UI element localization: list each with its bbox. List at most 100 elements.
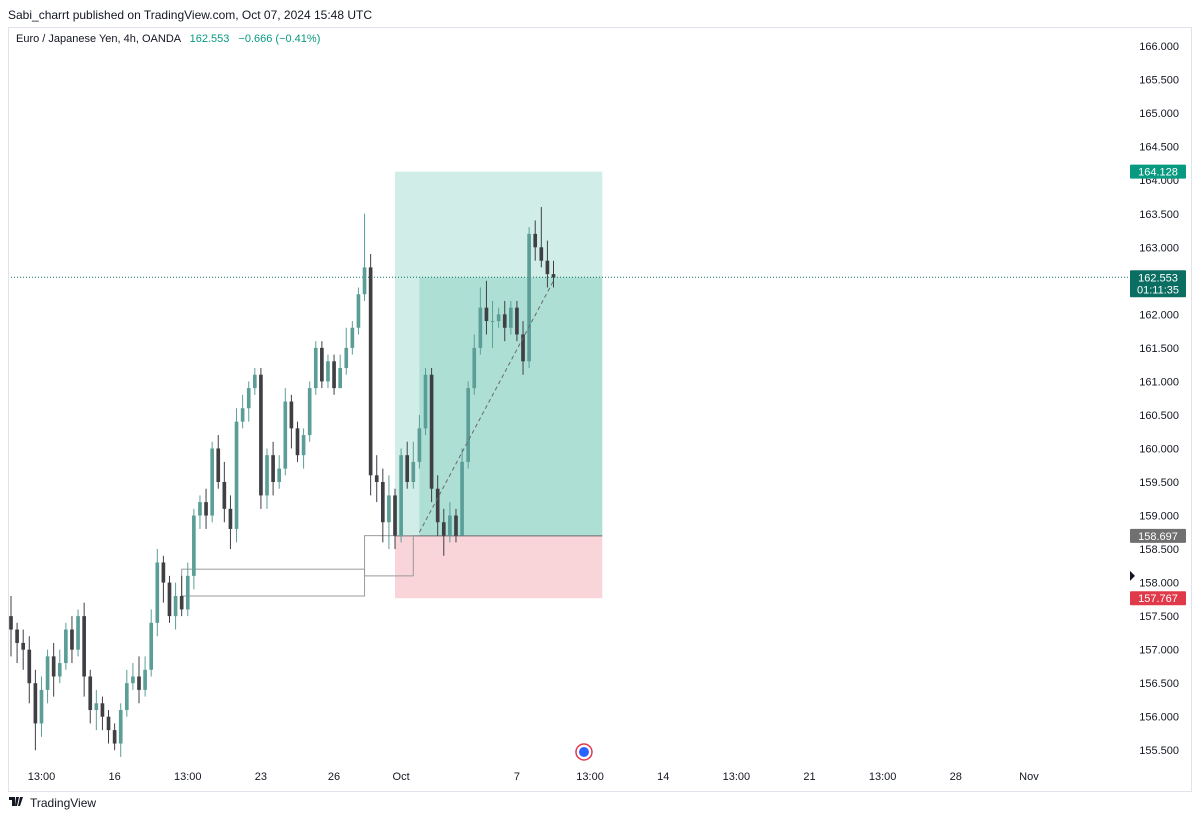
y-tick-label: 157.000 xyxy=(1139,645,1179,657)
symbol-title[interactable]: Euro / Japanese Yen, 4h, OANDA xyxy=(16,33,181,45)
y-tick-label: 162.000 xyxy=(1139,309,1179,321)
candle-body xyxy=(399,455,403,536)
candle-body xyxy=(551,274,556,278)
candle-body xyxy=(472,347,477,389)
y-tick-label: 159.000 xyxy=(1139,511,1179,523)
candle-body xyxy=(198,502,202,516)
candle-body xyxy=(338,367,342,389)
candle-body xyxy=(131,676,135,684)
x-tick-label: 13:00 xyxy=(28,771,56,783)
x-tick-label: 7 xyxy=(514,771,520,783)
candle-body xyxy=(496,314,501,322)
stop-zone xyxy=(395,535,603,599)
candle-body xyxy=(94,703,99,711)
candle-body xyxy=(307,388,312,436)
candle-body xyxy=(15,629,19,643)
x-tick-label: 23 xyxy=(255,771,267,783)
candle-body xyxy=(545,260,550,275)
candle-body xyxy=(167,582,172,617)
target-price-label-bg xyxy=(1130,164,1186,179)
candle-body xyxy=(295,428,300,456)
x-tick-label: 26 xyxy=(328,771,340,783)
scroll-marker-icon xyxy=(1130,570,1135,581)
y-tick-label: 156.000 xyxy=(1139,712,1179,724)
candle-body xyxy=(271,455,275,483)
y-tick-label: 158.000 xyxy=(1139,578,1179,590)
candle-body xyxy=(9,616,13,630)
candle-body xyxy=(57,663,62,677)
y-tick-label: 156.500 xyxy=(1139,678,1179,690)
stop-price-label: 157.767 xyxy=(1138,593,1178,605)
candle-body xyxy=(45,656,50,690)
candle-body xyxy=(374,475,379,483)
y-tick-label: 155.500 xyxy=(1139,745,1179,757)
candle-body xyxy=(27,649,32,684)
candle-body xyxy=(478,307,483,348)
candle-body xyxy=(405,455,410,483)
candle-body xyxy=(64,629,68,664)
x-tick-label: Oct xyxy=(393,771,410,783)
candle-body xyxy=(240,408,245,422)
candle-body xyxy=(429,374,434,489)
candle-body xyxy=(70,629,74,650)
footer-brand[interactable]: TradingView xyxy=(30,795,97,810)
candle-body xyxy=(149,622,154,670)
candle-body xyxy=(380,482,385,523)
candle-body xyxy=(356,294,361,328)
candle-body xyxy=(173,596,178,617)
candle-body xyxy=(387,495,391,523)
candle-body xyxy=(210,448,214,516)
candle-body xyxy=(423,374,428,429)
candle-body xyxy=(441,522,446,536)
x-tick-label: 13:00 xyxy=(723,771,751,783)
y-tick-label: 157.500 xyxy=(1139,611,1179,623)
y-tick-label: 163.000 xyxy=(1139,242,1179,254)
candle-body xyxy=(234,421,239,529)
candle-body xyxy=(350,327,355,348)
candle-body xyxy=(502,314,507,328)
tradingview-logo-icon xyxy=(8,795,26,810)
candle-body xyxy=(466,388,470,462)
candle-body xyxy=(246,388,251,409)
candle-body xyxy=(51,656,56,677)
candle-body xyxy=(490,321,495,323)
drawn-rectangle xyxy=(181,568,366,597)
candle-body xyxy=(143,669,147,690)
x-tick-label: 21 xyxy=(803,771,815,783)
candle-body xyxy=(106,716,111,731)
y-tick-label: 164.500 xyxy=(1139,142,1179,154)
candle-body xyxy=(222,482,227,509)
candle-body xyxy=(252,374,257,389)
stop-price-label-bg xyxy=(1130,591,1186,606)
candle-body xyxy=(320,347,324,382)
y-tick-label: 161.500 xyxy=(1139,343,1179,355)
candle-body xyxy=(411,461,416,483)
y-tick-label: 165.000 xyxy=(1139,108,1179,120)
candle-body xyxy=(216,448,221,483)
candle-body xyxy=(76,616,80,650)
candle-body xyxy=(21,642,26,650)
candle-body xyxy=(484,307,489,322)
candle-body xyxy=(179,596,184,610)
x-tick-label: 16 xyxy=(108,771,120,783)
candle-body xyxy=(192,515,196,576)
candle-body xyxy=(417,428,422,462)
y-tick-label: 158.500 xyxy=(1139,544,1179,556)
x-tick-label: 13:00 xyxy=(869,771,897,783)
candle-body xyxy=(521,334,525,362)
countdown-label: 01:11:35 xyxy=(1137,284,1179,296)
candle-body xyxy=(533,233,538,248)
economic-event-icon-core xyxy=(578,747,589,757)
candle-body xyxy=(515,307,519,335)
candle-body xyxy=(204,502,208,516)
candle-body xyxy=(301,435,306,456)
candle-body xyxy=(82,616,86,677)
entry-price-label-bg xyxy=(1130,528,1186,543)
candle-body xyxy=(332,361,336,389)
candle-body xyxy=(112,730,117,744)
x-tick-label: 28 xyxy=(950,771,962,783)
candle-body xyxy=(460,461,464,536)
candle-body xyxy=(161,562,166,583)
candle-body xyxy=(509,307,513,328)
